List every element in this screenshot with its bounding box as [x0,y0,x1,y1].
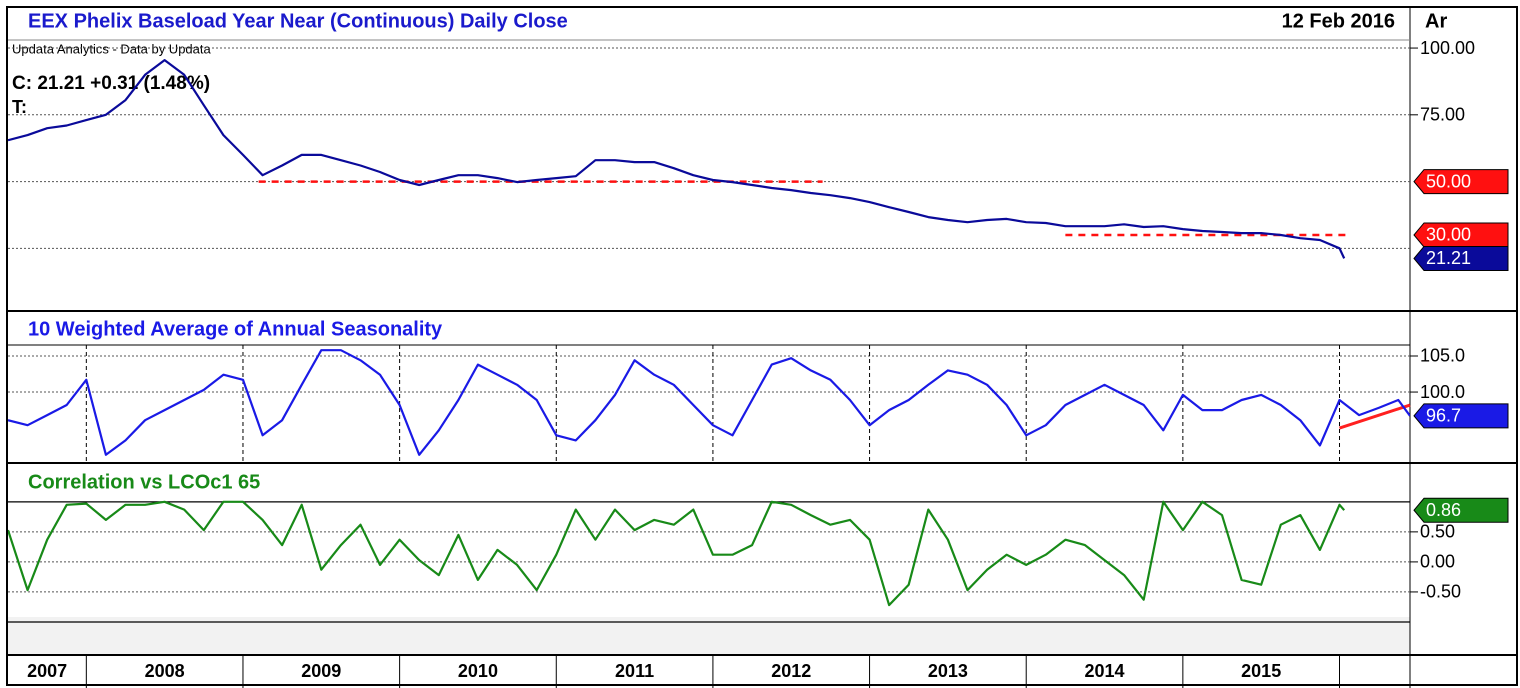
y-tick-label: 100.00 [1420,38,1475,58]
value-tag-label: 30.00 [1426,225,1471,245]
trend-line [1339,403,1411,430]
source: Updata Analytics - Data by Updata [12,41,211,56]
value-tag [1413,245,1509,271]
series-line [8,349,1410,456]
series-line [8,500,1346,607]
value-tag [1413,222,1509,248]
x-tick-label: 2009 [301,661,341,681]
x-tick-label: 2014 [1085,661,1125,681]
value-tag-label: 0.86 [1426,500,1461,520]
x-tick-label: 2015 [1241,661,1281,681]
close-info: C: 21.21 +0.31 (1.48%) [12,73,210,94]
value-tag-label: 50.00 [1426,171,1471,191]
y-tick-label: 105.0 [1420,346,1465,366]
corner-label: Ar [1425,10,1447,32]
panel-footer [8,617,1410,655]
value-tag [1413,169,1509,195]
panel-title: 10 Weighted Average of Annual Seasonalit… [28,318,443,340]
value-tag [1413,403,1509,429]
y-tick-label: 75.00 [1420,105,1465,125]
frame [6,6,1518,688]
value-tag-label: 21.21 [1426,248,1471,268]
series-line [8,59,1346,259]
x-tick-label: 2012 [771,661,811,681]
y-tick-label: -0.50 [1420,582,1461,602]
y-tick-label: 0.50 [1420,522,1455,542]
x-tick-label: 2007 [27,661,67,681]
x-tick-label: 2013 [928,661,968,681]
t-label: T: [12,97,27,117]
value-tag-label: 96.7 [1426,406,1461,426]
y-tick-label: 100.0 [1420,382,1465,402]
chart-title: EEX Phelix Baseload Year Near (Continuou… [28,10,568,32]
panel-title: Correlation vs LCOc1 65 [28,471,260,493]
x-tick-label: 2008 [145,661,185,681]
y-tick-label: 0.00 [1420,552,1455,572]
x-tick-label: 2011 [615,661,654,681]
outer-border [6,6,1518,686]
value-tag [1413,497,1509,523]
x-tick-label: 2010 [458,661,498,681]
date: 12 Feb 2016 [1282,10,1395,32]
